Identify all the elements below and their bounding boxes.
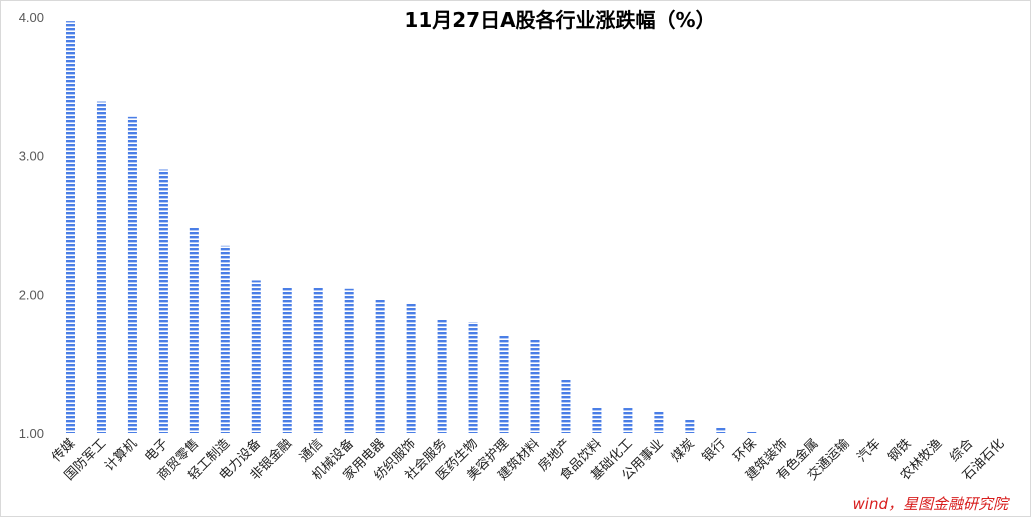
bar <box>375 298 385 433</box>
bar <box>127 116 137 433</box>
y-axis: 1.00 2.00 3.00 4.00 <box>19 10 44 441</box>
bar <box>65 21 75 433</box>
y-tick-label: 2.00 <box>19 287 44 302</box>
y-tick-label: 1.00 <box>19 426 44 441</box>
bar <box>406 302 416 433</box>
bar <box>685 419 695 433</box>
bar <box>716 427 726 433</box>
bars <box>65 21 757 434</box>
y-tick-label: 3.00 <box>19 149 44 164</box>
source-watermark: wind，星图金融研究院 <box>853 495 1010 513</box>
bar <box>220 245 230 433</box>
bar <box>96 101 106 433</box>
bar <box>561 378 571 433</box>
y-tick-label: 4.00 <box>19 10 44 25</box>
bar <box>747 431 757 433</box>
bar <box>623 408 633 433</box>
bar <box>530 338 540 433</box>
bar <box>282 287 292 433</box>
chart-title: 11月27日A股各行业涨跌幅（%） <box>404 8 715 32</box>
bar <box>468 322 478 433</box>
bar <box>158 169 168 434</box>
bar <box>344 288 354 433</box>
bar <box>189 227 199 433</box>
bar <box>499 334 509 433</box>
bar <box>437 319 447 433</box>
bar <box>313 287 323 433</box>
bar <box>251 280 261 433</box>
bar <box>592 406 602 433</box>
bar <box>654 410 664 433</box>
